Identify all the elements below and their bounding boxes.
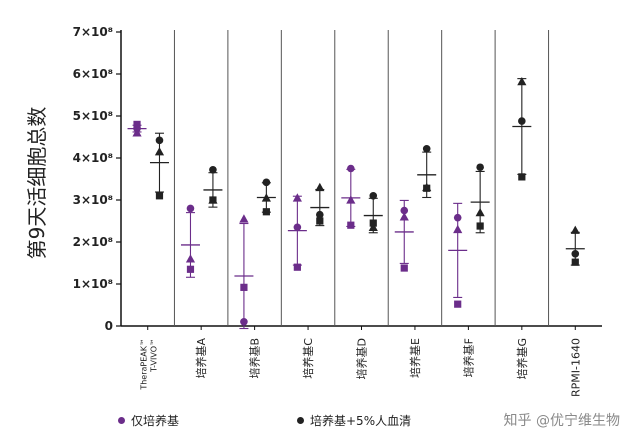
data-point-triangle [399, 212, 409, 221]
data-point-square [155, 192, 164, 200]
data-point-circle [240, 318, 248, 326]
data-point-square [476, 222, 484, 230]
x-category-label: 培养基D [355, 338, 369, 379]
data-point-triangle [261, 193, 271, 202]
data-point-circle [316, 210, 324, 219]
data-point-square [571, 258, 579, 266]
data-point-circle [293, 223, 302, 232]
legend-item-medium-only: 仅培养基 [118, 412, 179, 429]
data-point-circle [347, 164, 355, 173]
data-point-square [347, 221, 355, 229]
data-point-square [423, 184, 431, 192]
data-point-triangle [315, 182, 325, 192]
data-point-circle [186, 204, 195, 213]
data-point-circle [209, 165, 217, 174]
x-category-label: 培养基G [515, 338, 529, 380]
data-point-square [209, 196, 217, 204]
y-tick-label: 4×10⁸ [73, 151, 113, 165]
data-point-circle [422, 144, 431, 153]
data-point-square [400, 264, 408, 272]
y-tick-label: 3×10⁸ [73, 193, 113, 207]
x-category-label: 培养基A [194, 338, 208, 379]
x-category-label: RPMI-1640 [569, 338, 582, 397]
data-point-circle [476, 163, 484, 172]
data-point-triangle [132, 128, 142, 137]
data-point-circle [518, 117, 526, 125]
data-point-square [454, 300, 462, 308]
data-point-triangle [368, 222, 378, 231]
data-point-circle [571, 249, 580, 258]
data-point-triangle [239, 214, 249, 223]
legend-item-medium-serum: 培养基+5%人血清 [297, 412, 411, 429]
data-point-triangle [517, 76, 527, 86]
data-point-square [316, 217, 324, 225]
y-tick-label: 5×10⁸ [73, 109, 113, 123]
x-category-label: 培养基C [301, 338, 315, 379]
x-category-label: 培养基F [461, 338, 475, 377]
y-tick-label: 2×10⁸ [73, 235, 113, 249]
y-tick-label: 7×10⁸ [73, 25, 113, 39]
y-tick-label: 0 [105, 319, 113, 333]
data-point-square [293, 263, 301, 271]
y-axis-label: 第9天活细胞总数 [25, 107, 49, 260]
x-category-label: 培养基E [408, 338, 422, 378]
data-point-triangle [185, 254, 196, 263]
data-point-square [133, 120, 141, 128]
data-point-circle [369, 192, 378, 200]
legend-marker-purple-circle [118, 417, 125, 424]
data-point-triangle [570, 225, 580, 234]
legend-label-medium-only: 仅培养基 [131, 414, 180, 428]
data-point-triangle [346, 195, 356, 204]
x-category-label: T-VIVO™ [150, 338, 159, 373]
x-category-label: TheraPEAK™ [140, 338, 149, 391]
data-point-triangle [453, 224, 463, 234]
data-point-triangle [154, 147, 165, 156]
data-point-triangle [475, 208, 485, 217]
y-tick-label: 6×10⁸ [73, 67, 113, 81]
data-point-circle [262, 178, 271, 187]
data-point-square [369, 219, 377, 227]
data-point-circle [400, 206, 409, 215]
data-point-circle [453, 213, 462, 222]
data-point-square [240, 283, 248, 291]
data-point-triangle [292, 193, 302, 202]
data-point-square [262, 208, 270, 216]
y-tick-label: 1×10⁸ [73, 277, 113, 291]
legend-label-medium-serum: 培养基+5%人血清 [310, 414, 412, 428]
data-point-square [186, 265, 195, 273]
data-point-square [518, 173, 526, 181]
x-category-label: 培养基B [248, 338, 262, 379]
legend-marker-black-circle [297, 417, 304, 424]
watermark-text: 知乎 @优宁维生物 [503, 413, 620, 429]
data-point-circle [155, 136, 164, 145]
